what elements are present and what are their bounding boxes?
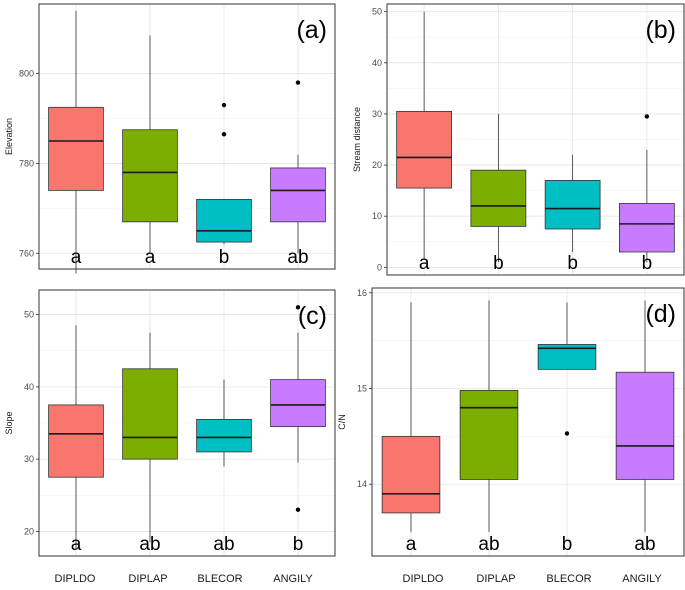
significance-letter: a [71,247,82,268]
box-diplap: ab [122,332,178,555]
y-tick-label: 30 [24,454,34,464]
y-tick-label: 16 [357,288,367,298]
panel-b-tag: (b) [645,16,676,44]
box-iqr [470,169,527,227]
box-diplap: ab [459,300,519,555]
box-angily: ab [270,80,326,268]
outlier-point [295,80,301,85]
box-iqr [544,180,601,230]
box-iqr [381,435,441,514]
panel-a-border [38,3,336,270]
y-tick-label: 40 [24,382,34,392]
y-tick-label: 15 [357,384,367,394]
panel-c: 20 30 40 50 Slope a ab ab b (c) [4,289,336,557]
significance-letter: ab [287,247,308,268]
panel-c-tag: (c) [298,302,327,330]
significance-letter: b [493,253,504,274]
box-angily: ab [615,300,675,555]
y-tick-label: 0 [377,262,382,272]
box-angily: b [270,305,326,555]
panel-c-y-ticks: 20 30 40 50 [24,310,39,536]
box-iqr [122,129,178,223]
significance-letter: a [406,534,417,555]
x-label-right-blecor: BLECOR [546,573,591,585]
outlier-point [295,305,301,310]
significance-letter: b [567,253,578,274]
outlier-point [221,132,227,137]
panel-d-y-axis-label: C/N [337,414,347,430]
y-tick-label: 50 [24,310,34,320]
box-dipldo: a [48,325,104,555]
x-label-right-diplap: DIPLAP [476,573,515,585]
box-dipldo: a [381,302,441,555]
outlier-point [221,102,227,108]
significance-letter: b [219,247,230,268]
significance-letter: ab [139,534,160,555]
x-axis-category-labels: DIPLDO DIPLAP BLECOR ANGILY DIPLDO DIPLA… [55,573,663,585]
box-iqr [270,167,326,223]
outlier-point [564,431,570,436]
box-diplap: a [122,35,178,268]
box-blecor: b [196,102,252,268]
panel-b: 0 10 20 30 40 50 Stream distance a b b b (b) [352,3,685,276]
box-dipldo: a [396,11,452,274]
box-blecor: ab [196,379,252,555]
significance-letter: b [293,534,304,555]
panel-d-border [371,287,685,557]
y-tick-label: 40 [372,58,382,68]
panel-d-tag: (d) [645,300,676,328]
panel-b-y-ticks: 0 10 20 30 40 50 [372,7,387,272]
significance-letter: a [419,253,430,274]
box-iqr [459,390,519,480]
significance-letter: ab [478,534,499,555]
y-tick-label: 30 [372,109,382,119]
panel-b-y-axis-label: Stream distance [352,107,362,172]
x-label-left-diplap: DIPLAP [128,573,167,585]
box-iqr [196,198,252,243]
y-tick-label: 50 [372,7,382,17]
x-label-right-angily: ANGILY [622,573,662,585]
box-blecor: b [537,302,597,555]
significance-letter: ab [634,534,655,555]
significance-letter: a [71,534,82,555]
box-iqr [619,203,675,253]
y-tick-label: 20 [372,160,382,170]
significance-letter: b [562,534,573,555]
significance-letter: a [145,247,156,268]
box-iqr [270,379,326,428]
box-blecor: b [544,154,601,274]
y-tick-label: 20 [24,526,34,536]
box-iqr [615,371,675,480]
outlier-point [644,114,650,119]
y-tick-label: 10 [372,211,382,221]
box-iqr [196,418,252,453]
box-dipldo: a [48,10,104,274]
y-tick-label: 780 [19,158,34,168]
x-label-left-angily: ANGILY [273,573,313,585]
y-tick-label: 800 [19,69,34,79]
box-iqr [396,110,452,189]
box-angily: b [619,114,675,274]
y-tick-label: 760 [19,248,34,258]
box-iqr [122,368,178,460]
panel-c-y-axis-label: Slope [4,411,14,434]
box-iqr [48,106,104,191]
significance-letter: ab [213,534,234,555]
box-iqr [48,404,104,478]
outlier-point [295,507,301,512]
panel-d: 14 15 16 C/N a ab b ab (d) [337,287,685,557]
x-label-right-diplddo: DIPLDO [403,573,444,585]
x-label-left-diplddo: DIPLDO [55,573,96,585]
panel-b-border [386,3,685,276]
panel-a-tag: (a) [296,16,327,44]
box-diplap: b [470,113,527,274]
panel-c-border [38,289,336,557]
panel-a-y-axis-label: Elevation [4,118,14,155]
x-label-left-blecor: BLECOR [197,573,242,585]
y-tick-label: 14 [357,479,367,489]
significance-letter: b [642,253,653,274]
